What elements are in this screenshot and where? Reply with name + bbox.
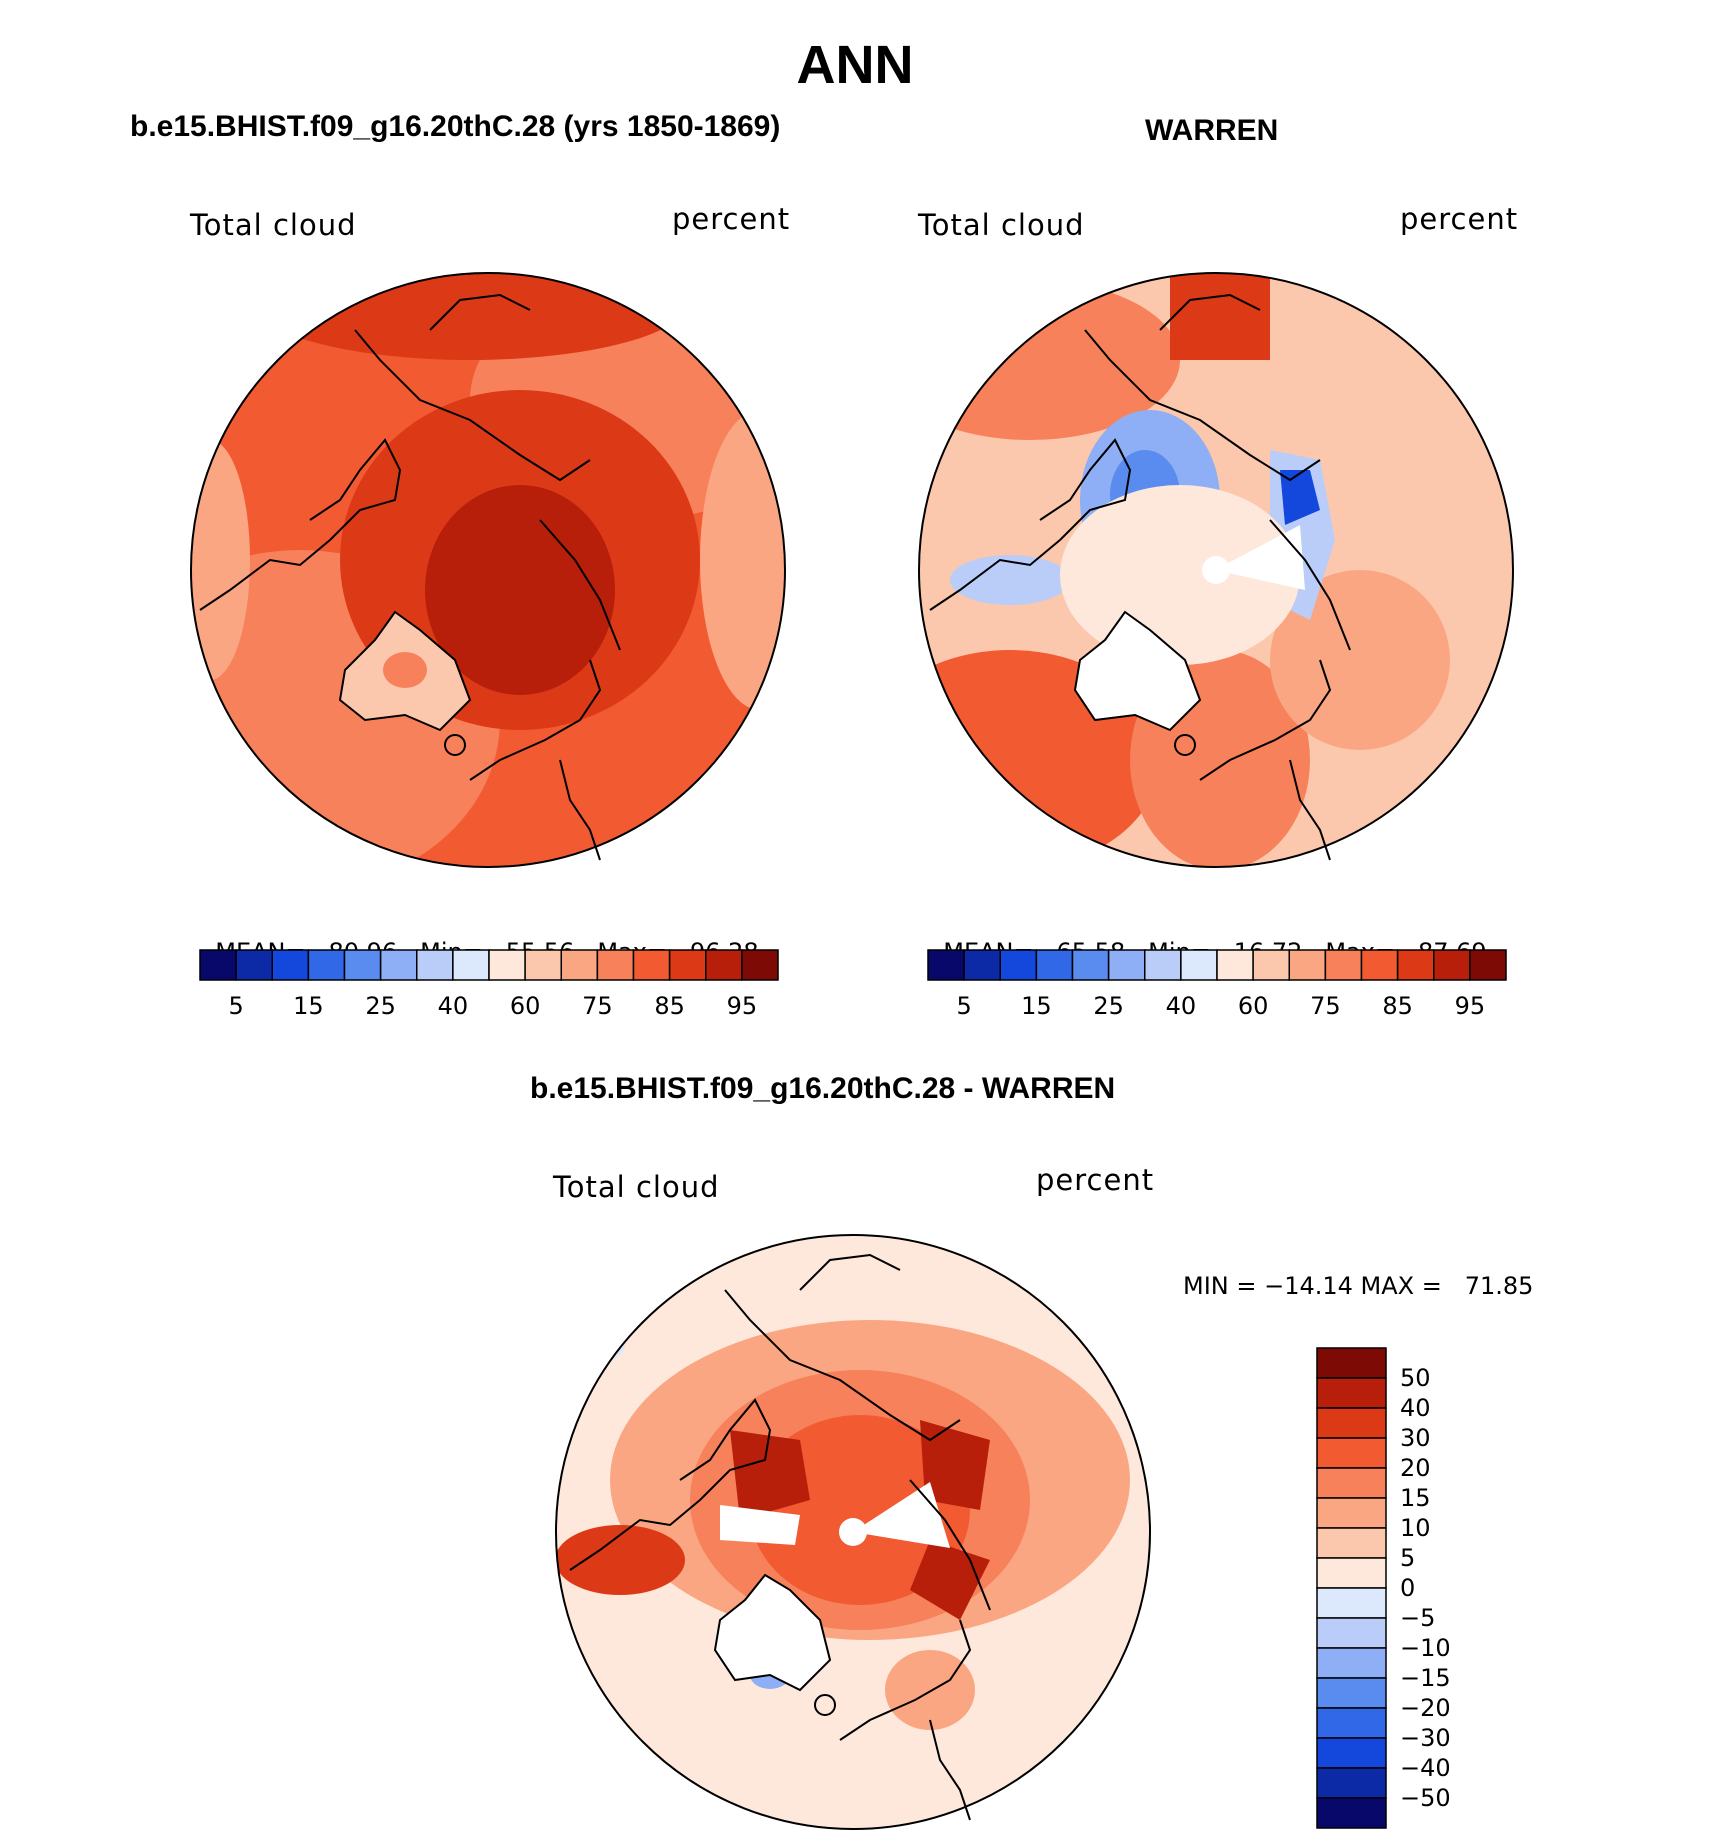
colorbar-tick-label: −20: [1400, 1694, 1451, 1722]
colorbar-swatch: [705, 949, 743, 981]
colorbar-swatch: [1316, 1527, 1387, 1559]
colorbar-tick-label: 25: [1093, 992, 1124, 1020]
colorbar-model: 5 15 25 40 60 75 85 95: [199, 949, 779, 1020]
colorbar-swatch: [1316, 1707, 1387, 1739]
colorbar-tick-label: 95: [1455, 992, 1486, 1020]
colorbar-tick-label: 25: [365, 992, 396, 1020]
map-model: [190, 272, 786, 868]
colorbar-swatch: [1316, 1557, 1387, 1589]
colorbar-swatch: [927, 949, 965, 981]
colorbar-swatch: [307, 949, 346, 981]
colorbar-tick-label: 85: [1382, 992, 1413, 1020]
colorbar-swatch: [1071, 949, 1110, 981]
colorbar-swatch: [1035, 949, 1074, 981]
colorbar-tick-label: 60: [1238, 992, 1269, 1020]
colorbar-swatch: [416, 949, 454, 981]
colorbar-swatch: [1324, 949, 1363, 981]
colorbar-swatch: [741, 949, 779, 981]
colorbar-swatch: [1433, 949, 1471, 981]
variable-label-diff: Total cloud: [553, 1170, 720, 1204]
colorbar-swatch: [1216, 949, 1254, 981]
colorbar-swatch: [668, 949, 707, 981]
colorbar-tick-label: −10: [1400, 1634, 1451, 1662]
units-label-model: percent: [672, 202, 791, 236]
colorbar-tick-label: −5: [1400, 1604, 1435, 1632]
colorbar-swatch: [1180, 949, 1218, 981]
colorbar-swatch: [999, 949, 1038, 981]
panel-title-diff: b.e15.BHIST.f09_g16.20thC.28 - WARREN: [530, 1072, 1116, 1105]
colorbar-tick-label: −50: [1400, 1784, 1451, 1812]
colorbar-swatch: [235, 949, 273, 981]
colorbar-swatch: [379, 949, 418, 981]
colorbar-swatch: [1316, 1377, 1387, 1409]
colorbar-tick-label: 15: [1021, 992, 1052, 1020]
colorbar-tick-label: 75: [582, 992, 613, 1020]
colorbar-swatch: [632, 949, 671, 981]
colorbar-tick-label: 15: [1400, 1484, 1431, 1512]
colorbar-swatch: [596, 949, 635, 981]
colorbar-tick-label: −40: [1400, 1754, 1451, 1782]
colorbar-swatch: [1469, 949, 1507, 981]
colorbar-swatch: [1316, 1587, 1387, 1619]
colorbar-swatch: [963, 949, 1001, 981]
colorbar-swatch: [1107, 949, 1146, 981]
colorbar-tick-label: 75: [1310, 992, 1341, 1020]
colorbar-swatch: [1316, 1407, 1387, 1439]
colorbar-tick-label: 0: [1400, 1574, 1415, 1602]
colorbar-tick-label: 5: [956, 992, 971, 1020]
stats-diff: MIN = −14.14 MAX = 71.85: [1183, 1272, 1534, 1300]
units-label-obs: percent: [1400, 202, 1519, 236]
colorbar-swatch: [1360, 949, 1399, 981]
map-obs: [918, 272, 1514, 868]
colorbar-swatch: [1316, 1497, 1387, 1529]
colorbar-swatch: [1316, 1767, 1387, 1799]
colorbar-swatch: [452, 949, 490, 981]
colorbar-swatch: [560, 949, 599, 981]
colorbar-swatch: [1396, 949, 1435, 981]
colorbar-swatch: [1316, 1347, 1387, 1379]
colorbar-swatch: [343, 949, 382, 981]
colorbar-tick-label: 95: [727, 992, 758, 1020]
colorbar-swatch: [271, 949, 310, 981]
colorbar-swatch: [1288, 949, 1327, 981]
panel-title-obs: WARREN: [1145, 114, 1279, 147]
colorbar-tick-label: 5: [1400, 1544, 1415, 1572]
panel-title-model: b.e15.BHIST.f09_g16.20thC.28 (yrs 1850-1…: [130, 110, 781, 143]
colorbar-tick-label: 40: [1166, 992, 1197, 1020]
colorbar-swatch: [1316, 1467, 1387, 1499]
units-label-diff: percent: [1036, 1163, 1155, 1197]
colorbar-swatch: [199, 949, 237, 981]
colorbar-swatch: [1316, 1647, 1387, 1679]
colorbar-tick-label: 40: [1400, 1394, 1431, 1422]
colorbar-swatch: [1252, 949, 1290, 981]
colorbar-tick-label: 30: [1400, 1424, 1431, 1452]
colorbar-swatch: [1316, 1677, 1387, 1709]
colorbar-swatch: [1316, 1797, 1387, 1829]
colorbar-swatch: [488, 949, 526, 981]
variable-label-obs: Total cloud: [918, 208, 1085, 242]
colorbar-swatch: [1316, 1437, 1387, 1469]
colorbar-tick-label: 20: [1400, 1454, 1431, 1482]
colorbar-tick-label: −15: [1400, 1664, 1451, 1692]
colorbar-tick-label: −30: [1400, 1724, 1451, 1752]
colorbar-swatch: [1316, 1617, 1387, 1649]
main-title: ANN: [796, 35, 914, 95]
colorbar-swatch: [524, 949, 562, 981]
variable-label-model: Total cloud: [190, 208, 357, 242]
colorbar-tick-label: 5: [228, 992, 243, 1020]
colorbar-tick-label: 60: [510, 992, 541, 1020]
colorbar-obs: 5 15 25 40 60 75 85 95: [927, 949, 1507, 1020]
map-diff: [555, 1234, 1151, 1830]
colorbar-tick-label: 40: [438, 992, 469, 1020]
colorbar-tick-label: 85: [654, 992, 685, 1020]
colorbar-tick-label: 15: [293, 992, 324, 1020]
colorbar-swatch: [1316, 1737, 1387, 1769]
colorbar-swatch: [1144, 949, 1182, 981]
colorbar-tick-label: 10: [1400, 1514, 1431, 1542]
colorbar-tick-label: 50: [1400, 1364, 1431, 1392]
